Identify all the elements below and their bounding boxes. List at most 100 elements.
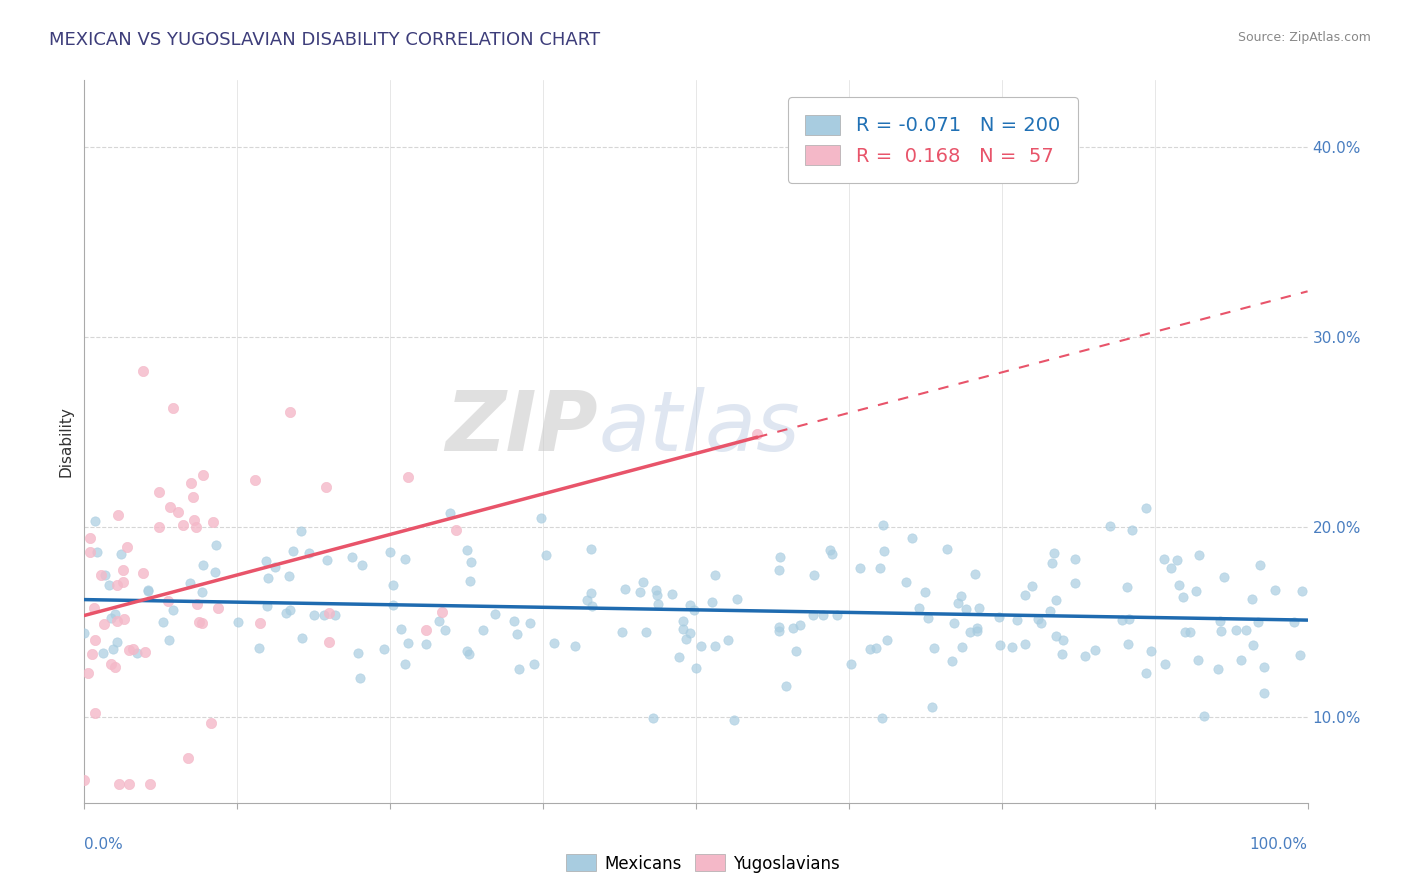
Point xyxy=(922,641,945,656)
Point xyxy=(1291,583,1313,598)
Point xyxy=(460,555,482,569)
Point xyxy=(283,543,305,558)
Point xyxy=(1116,637,1139,651)
Point xyxy=(1153,657,1175,671)
Point xyxy=(204,538,226,552)
Point xyxy=(717,632,740,647)
Point xyxy=(967,601,990,615)
Point xyxy=(1160,561,1182,575)
Point xyxy=(723,713,745,727)
Point xyxy=(1043,546,1066,560)
Point xyxy=(508,662,530,676)
Point xyxy=(768,562,790,576)
Point xyxy=(1243,638,1265,652)
Point xyxy=(1188,549,1211,563)
Point xyxy=(1045,592,1067,607)
Point xyxy=(1052,647,1074,661)
Point xyxy=(1253,659,1275,673)
Point xyxy=(157,633,180,648)
Point xyxy=(789,617,811,632)
Point xyxy=(966,621,988,635)
Point xyxy=(167,505,190,519)
Point xyxy=(278,405,301,419)
Point xyxy=(818,542,841,557)
Point xyxy=(484,607,506,622)
Point xyxy=(98,578,121,592)
Point xyxy=(73,625,96,640)
Point xyxy=(990,638,1012,652)
Point xyxy=(207,601,229,615)
Point xyxy=(1005,613,1028,627)
Point xyxy=(389,622,412,636)
Point xyxy=(105,578,128,592)
Point xyxy=(668,649,690,664)
Point xyxy=(1213,570,1236,584)
Point xyxy=(90,568,112,582)
Point xyxy=(162,603,184,617)
Point xyxy=(872,517,894,532)
Legend: R = -0.071   N = 200, R =  0.168   N =  57: R = -0.071 N = 200, R = 0.168 N = 57 xyxy=(787,97,1077,183)
Point xyxy=(108,777,131,791)
Y-axis label: Disability: Disability xyxy=(58,406,73,477)
Point xyxy=(349,671,371,685)
Point xyxy=(117,777,139,791)
Point xyxy=(988,610,1011,624)
Point xyxy=(645,583,668,598)
Point xyxy=(318,606,340,620)
Point xyxy=(1174,624,1197,639)
Point xyxy=(373,642,395,657)
Point xyxy=(1225,624,1247,638)
Point xyxy=(1052,632,1074,647)
Point xyxy=(869,560,891,574)
Point xyxy=(458,574,481,588)
Point xyxy=(1040,556,1063,570)
Point xyxy=(100,611,122,625)
Point xyxy=(115,541,138,555)
Point xyxy=(444,523,467,537)
Point xyxy=(1116,580,1139,594)
Point xyxy=(394,552,416,566)
Text: Source: ZipAtlas.com: Source: ZipAtlas.com xyxy=(1237,31,1371,45)
Point xyxy=(1140,644,1163,658)
Point xyxy=(347,646,370,660)
Point xyxy=(1099,519,1122,533)
Point xyxy=(1135,666,1157,681)
Point xyxy=(1241,591,1264,606)
Point xyxy=(257,571,280,585)
Point xyxy=(382,578,405,592)
Point xyxy=(700,595,723,609)
Point xyxy=(77,666,100,681)
Point xyxy=(256,599,278,613)
Point xyxy=(125,646,148,660)
Point xyxy=(901,531,924,545)
Point xyxy=(254,554,277,568)
Point xyxy=(523,657,546,671)
Point xyxy=(614,582,637,596)
Point xyxy=(312,608,335,623)
Point xyxy=(579,586,602,600)
Point xyxy=(1284,615,1306,630)
Point xyxy=(396,636,419,650)
Point xyxy=(959,624,981,639)
Point xyxy=(1206,663,1229,677)
Point xyxy=(179,576,201,591)
Point xyxy=(121,642,143,657)
Point xyxy=(184,520,207,534)
Point xyxy=(503,614,526,628)
Point xyxy=(162,401,184,416)
Point xyxy=(576,592,599,607)
Point xyxy=(859,642,882,657)
Point xyxy=(768,620,790,634)
Point xyxy=(1084,643,1107,657)
Point xyxy=(110,547,132,561)
Point xyxy=(1229,653,1251,667)
Point xyxy=(136,582,159,597)
Point xyxy=(1064,552,1087,566)
Point xyxy=(93,567,115,582)
Point xyxy=(1111,613,1133,627)
Point xyxy=(316,553,339,567)
Point xyxy=(1192,709,1215,723)
Point xyxy=(350,558,373,573)
Text: ZIP: ZIP xyxy=(446,386,598,467)
Point xyxy=(965,567,987,582)
